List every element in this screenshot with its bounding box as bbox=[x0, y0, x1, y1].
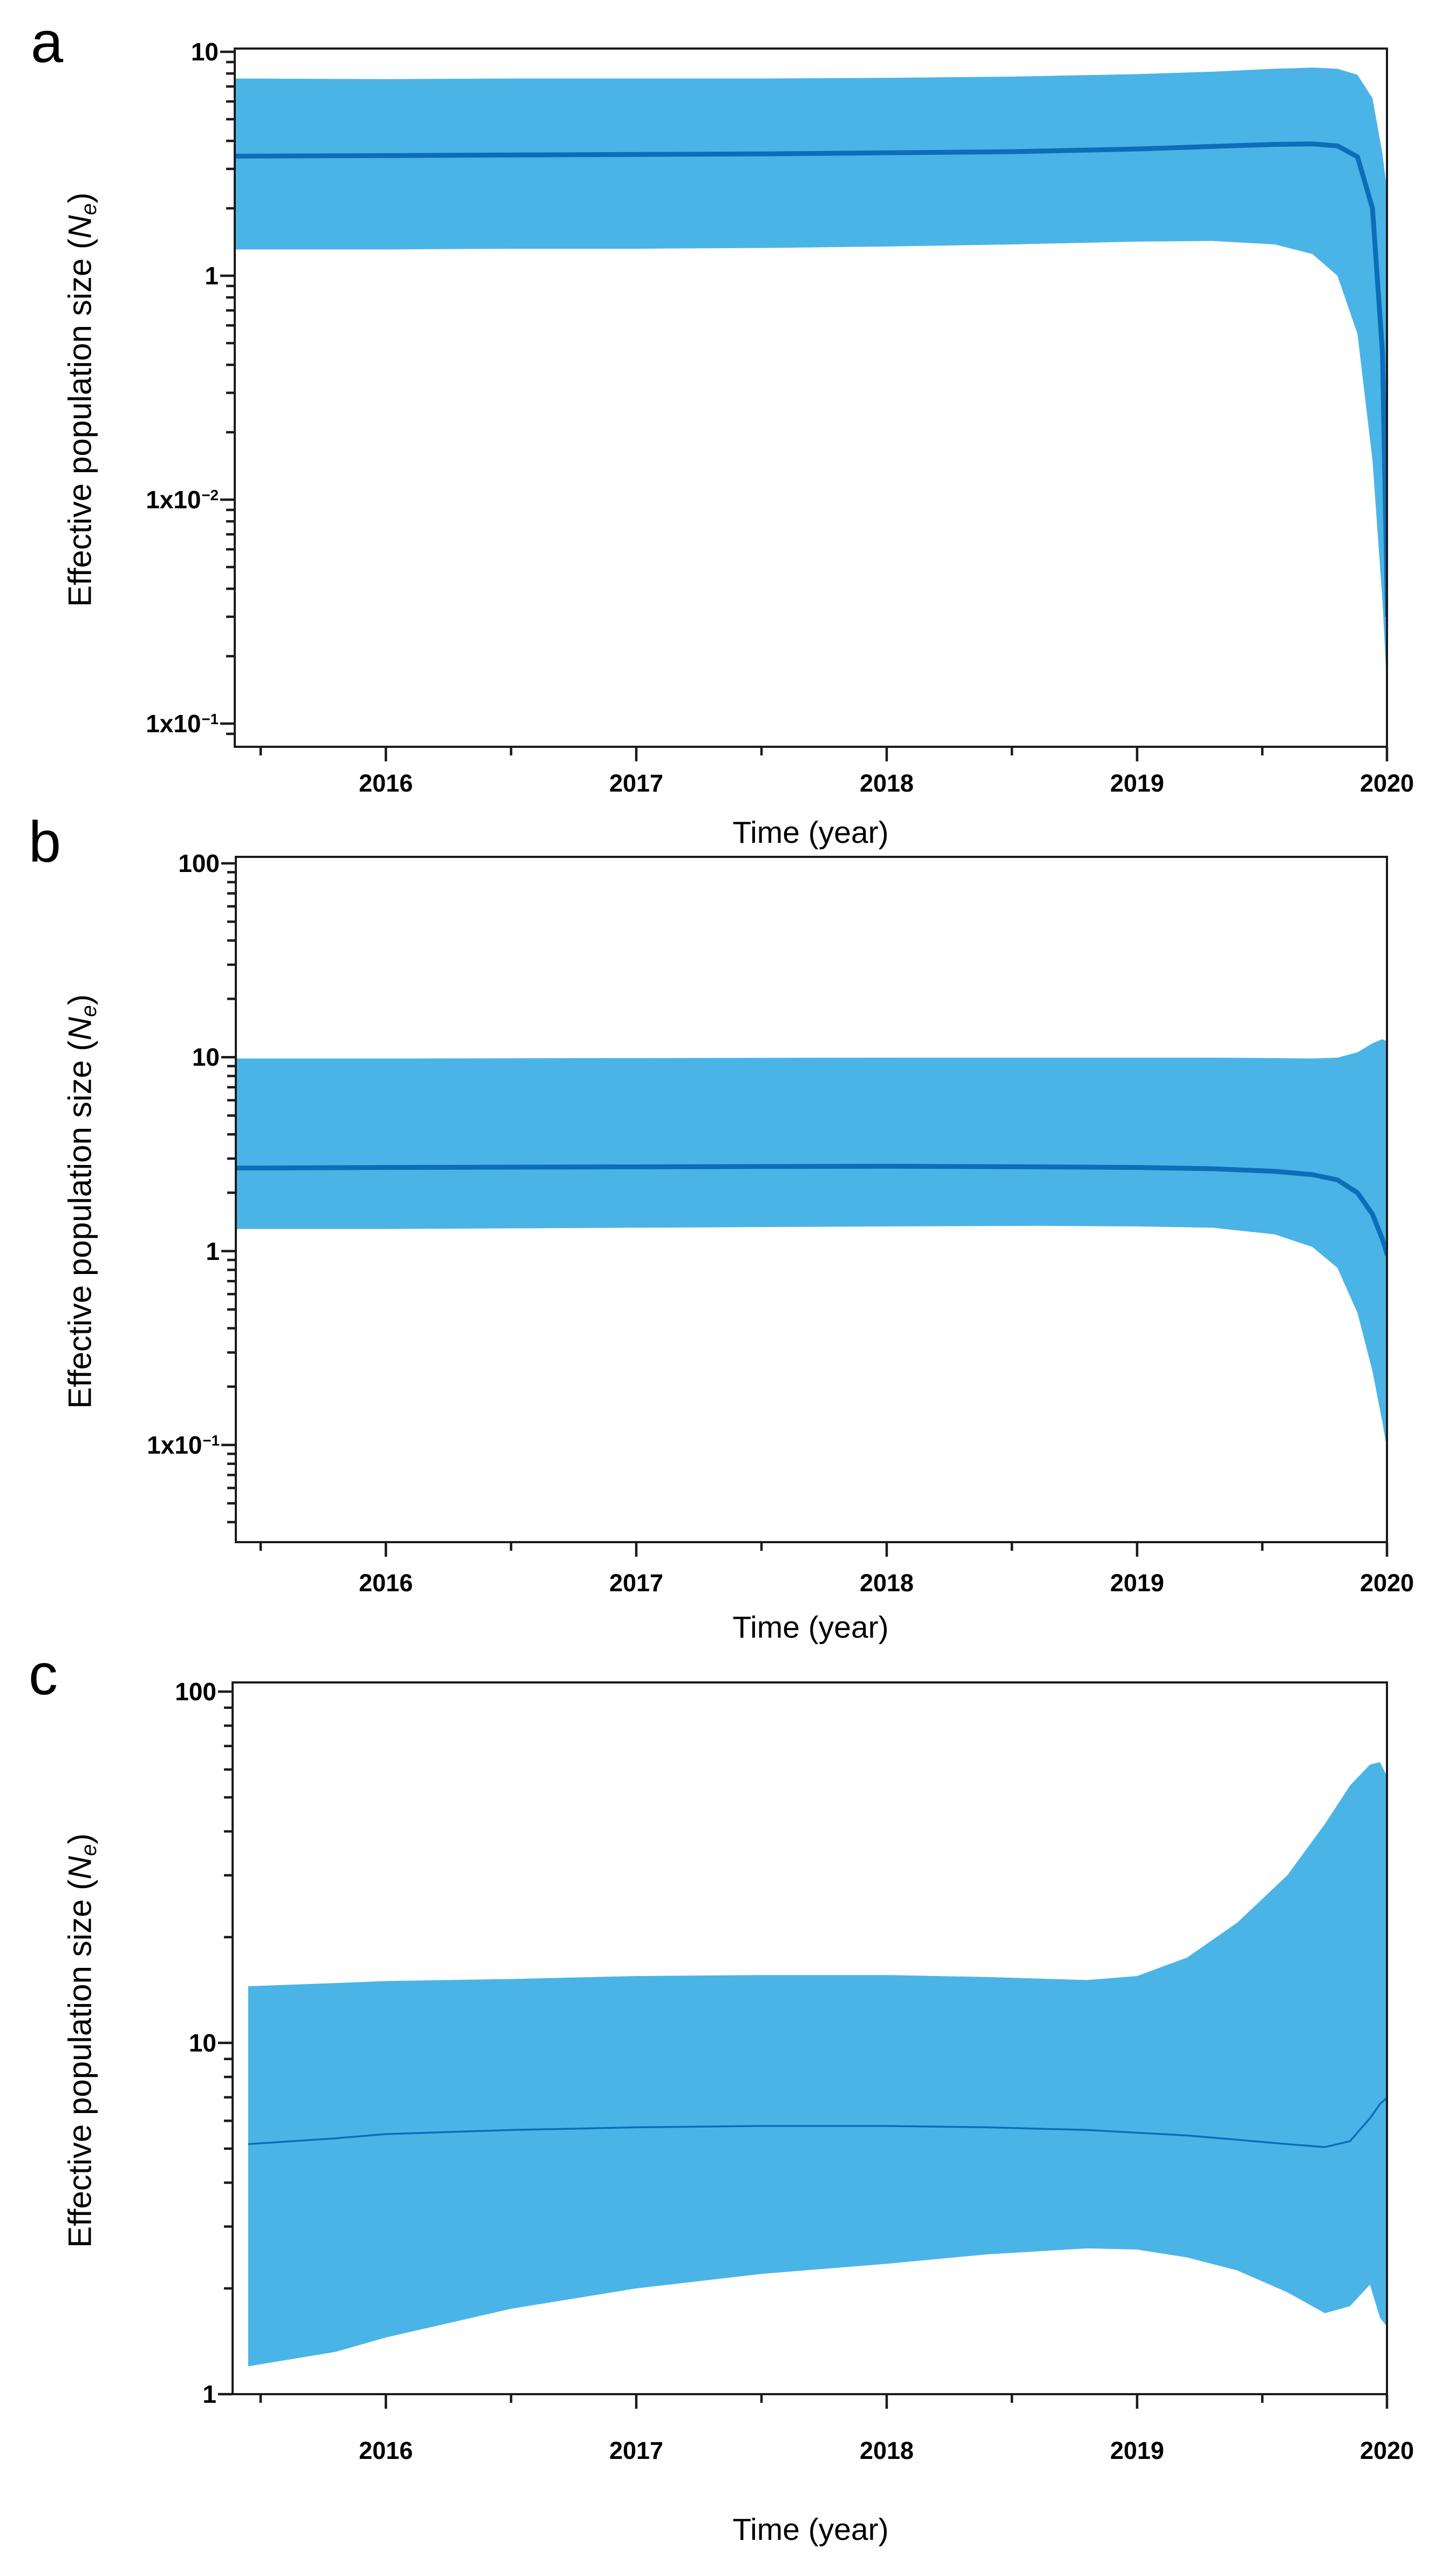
panel-b-x-tick-label: 2019 bbox=[1110, 1569, 1165, 1597]
panel-c-x-tick-label: 2018 bbox=[859, 2437, 914, 2464]
panel-a-x-axis-title: Time (year) bbox=[732, 815, 889, 850]
panel-a-y-tick-label: 10 bbox=[191, 38, 219, 66]
panel-b-y-tick-label: 100 bbox=[178, 849, 220, 877]
y-title-text: Effective population size ( bbox=[62, 1879, 98, 2248]
panel-a-letter: a bbox=[31, 9, 64, 74]
panel-c-median-line bbox=[248, 2096, 1387, 2148]
panel-c-y-tick-label: 10 bbox=[188, 2029, 216, 2057]
panel-c-x-tick-label: 2020 bbox=[1359, 2437, 1414, 2464]
panel-b-plot-box bbox=[235, 856, 1388, 1543]
panel-b-x-tick-label: 2016 bbox=[358, 1569, 413, 1597]
panel-b-letter: b bbox=[29, 809, 62, 874]
panel-c-y-tick-label: 1 bbox=[202, 2380, 216, 2408]
panel-a-x-tick-label: 2018 bbox=[859, 769, 914, 797]
panel-b-x-tick-label: 2018 bbox=[859, 1569, 914, 1597]
y-title-text: Effective population size ( bbox=[62, 238, 98, 607]
y-title-suffix: ) bbox=[62, 192, 98, 203]
panel-a-y-axis-title: Effective population size (Ne) bbox=[62, 49, 101, 751]
panel-a-y-tick-label: 1 bbox=[205, 262, 219, 290]
panel-a-y-tick-label: 1x10−2 bbox=[146, 486, 219, 514]
panel-b-y-tick-label: 10 bbox=[192, 1043, 220, 1072]
panel-b-median-line bbox=[236, 1163, 1387, 1256]
panel-c-plot-box bbox=[232, 1681, 1388, 2395]
panel-c-y-tick-label: 100 bbox=[175, 1678, 216, 1706]
panel-a-x-tick-label: 2019 bbox=[1110, 769, 1165, 797]
panel-c-x-tick-label: 2016 bbox=[358, 2437, 413, 2464]
y-title-symbol: N bbox=[62, 1856, 98, 1880]
panel-a-confidence-band bbox=[235, 67, 1387, 688]
panel-a-y-tick-label: 1x10−1 bbox=[146, 710, 219, 738]
y-title-subscript: e bbox=[77, 1005, 101, 1017]
panel-b-x-tick-label: 2017 bbox=[609, 1569, 664, 1597]
panel-c-letter: c bbox=[29, 1641, 58, 1707]
y-title-symbol: N bbox=[62, 215, 98, 239]
panel-c-x-axis-title: Time (year) bbox=[732, 2512, 889, 2547]
panel-a-x-tick-label: 2017 bbox=[609, 769, 664, 797]
y-title-suffix: ) bbox=[62, 1833, 98, 1844]
y-title-subscript: e bbox=[77, 203, 101, 215]
panel-b-y-tick-label: 1x10−1 bbox=[147, 1430, 220, 1459]
y-title-symbol: N bbox=[62, 1017, 98, 1041]
y-title-text: Effective population size ( bbox=[62, 1040, 98, 1409]
panel-b-confidence-band bbox=[236, 1039, 1387, 1449]
panel-b-x-tick-label: 2020 bbox=[1359, 1569, 1414, 1597]
panel-c-x-tick-label: 2017 bbox=[609, 2437, 664, 2464]
panel-a-x-tick-label: 2020 bbox=[1359, 769, 1414, 797]
y-title-subscript: e bbox=[77, 1844, 101, 1856]
panel-a-median-line bbox=[235, 141, 1387, 617]
panel-a-plot-box bbox=[234, 47, 1388, 748]
panel-b-y-tick-label: 1 bbox=[206, 1237, 220, 1265]
panel-a-x-tick-label: 2016 bbox=[358, 769, 413, 797]
panel-c-x-tick-label: 2019 bbox=[1110, 2437, 1165, 2464]
y-title-suffix: ) bbox=[62, 994, 98, 1005]
panel-b-x-axis-title: Time (year) bbox=[732, 1610, 889, 1645]
panel-c-confidence-band bbox=[248, 1762, 1387, 2367]
